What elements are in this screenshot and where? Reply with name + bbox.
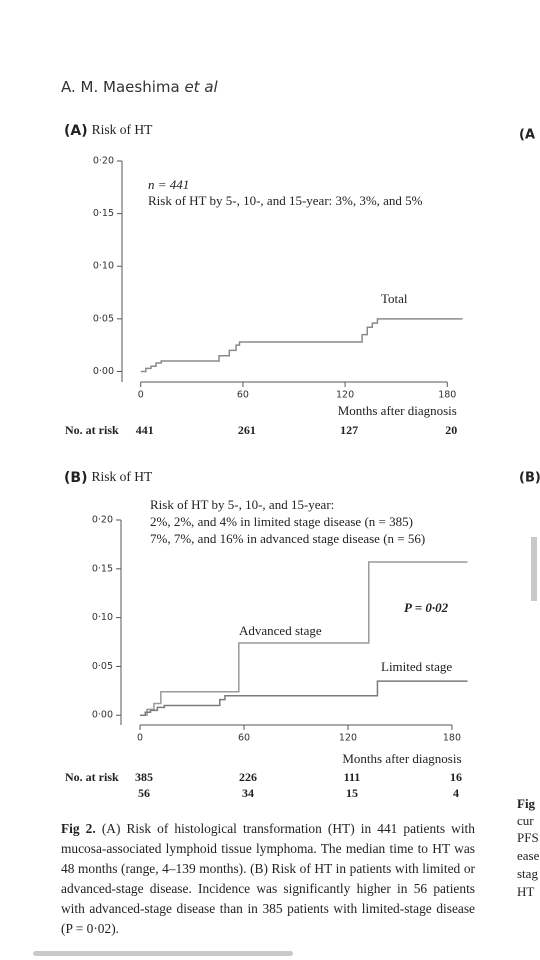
side-fragment: (A xyxy=(519,128,535,143)
y-tick-label: 0·00 xyxy=(92,710,113,721)
side-bar xyxy=(531,537,537,601)
x-tick-label: 120 xyxy=(339,733,357,744)
side-fragment: (B) xyxy=(519,471,540,486)
scrollbar[interactable] xyxy=(33,951,293,956)
panel-letter: (A) xyxy=(64,123,88,139)
step-line xyxy=(140,561,468,716)
running-head: A. M. Maeshima et al xyxy=(61,78,219,96)
y-tick-label: 0·10 xyxy=(93,261,114,272)
x-tick-label: 60 xyxy=(238,733,250,744)
x-axis-label: Months after diagnosis xyxy=(338,403,457,418)
panel-name: Risk of HT xyxy=(91,469,153,484)
panel-title: (B) Risk of HT xyxy=(64,469,153,486)
panel-title: (A) Risk of HT xyxy=(64,122,153,139)
caption-text: (A) Risk of histological transformation … xyxy=(61,821,475,936)
step-line xyxy=(140,680,468,716)
at-risk-count: 111 xyxy=(344,770,361,784)
annotation: P = 0·02 xyxy=(404,600,449,615)
authors: A. M. Maeshima xyxy=(61,78,180,96)
annotation: Advanced stage xyxy=(239,623,322,638)
side-fragment: PFS xyxy=(517,830,539,845)
panel-name: Risk of HT xyxy=(92,122,154,137)
at-risk-label: No. at risk xyxy=(65,770,119,784)
at-risk-count: 56 xyxy=(138,786,150,800)
annotation: Limited stage xyxy=(381,659,452,674)
at-risk-count: 4 xyxy=(453,786,459,800)
side-fragment: stag xyxy=(517,866,538,881)
at-risk-count: 16 xyxy=(450,770,462,784)
y-tick-label: 0·05 xyxy=(92,661,113,672)
at-risk-count: 261 xyxy=(238,423,256,437)
step-line xyxy=(140,318,463,373)
at-risk-label: No. at risk xyxy=(65,423,119,437)
at-risk-count: 20 xyxy=(445,423,457,437)
at-risk-count: 226 xyxy=(239,770,257,784)
y-tick-label: 0·15 xyxy=(93,208,114,219)
x-tick-label: 180 xyxy=(438,390,456,401)
caption-label: Fig 2. xyxy=(61,821,96,836)
x-tick-label: 180 xyxy=(443,733,461,744)
panel-letter: (B) xyxy=(64,470,87,486)
y-tick-label: 0·20 xyxy=(93,156,114,167)
side-fragment: Fig xyxy=(517,796,536,811)
side-fragment: ease xyxy=(517,848,540,863)
y-tick-label: 0·10 xyxy=(92,612,113,623)
x-tick-label: 60 xyxy=(237,390,249,401)
annotation: 2%, 2%, and 4% in limited stage disease … xyxy=(150,514,413,529)
at-risk-count: 385 xyxy=(135,770,153,784)
x-tick-label: 0 xyxy=(137,733,143,744)
y-tick-label: 0·15 xyxy=(92,563,113,574)
x-tick-label: 120 xyxy=(336,390,354,401)
at-risk-count: 127 xyxy=(340,423,358,437)
at-risk-count: 15 xyxy=(346,786,358,800)
x-tick-label: 0 xyxy=(138,390,144,401)
y-tick-label: 0·00 xyxy=(93,366,114,377)
annotation: Risk of HT by 5-, 10-, and 15-year: xyxy=(150,497,334,512)
annotation: Total xyxy=(381,291,408,306)
at-risk-count: 34 xyxy=(242,786,254,800)
annotation: n = 441 xyxy=(148,177,189,192)
y-tick-label: 0·20 xyxy=(92,515,113,526)
annotation: Risk of HT by 5-, 10-, and 15-year: 3%, … xyxy=(148,193,423,208)
side-fragment: cur xyxy=(517,813,534,828)
et-al: et al xyxy=(184,78,218,96)
at-risk-count: 441 xyxy=(136,423,154,437)
y-tick-label: 0·05 xyxy=(93,313,114,324)
annotation: 7%, 7%, and 16% in advanced stage diseas… xyxy=(150,531,425,546)
caption: Fig 2. (A) Risk of histological transfor… xyxy=(61,819,475,939)
side-fragment: HT xyxy=(517,884,534,899)
x-axis-label: Months after diagnosis xyxy=(342,751,461,766)
